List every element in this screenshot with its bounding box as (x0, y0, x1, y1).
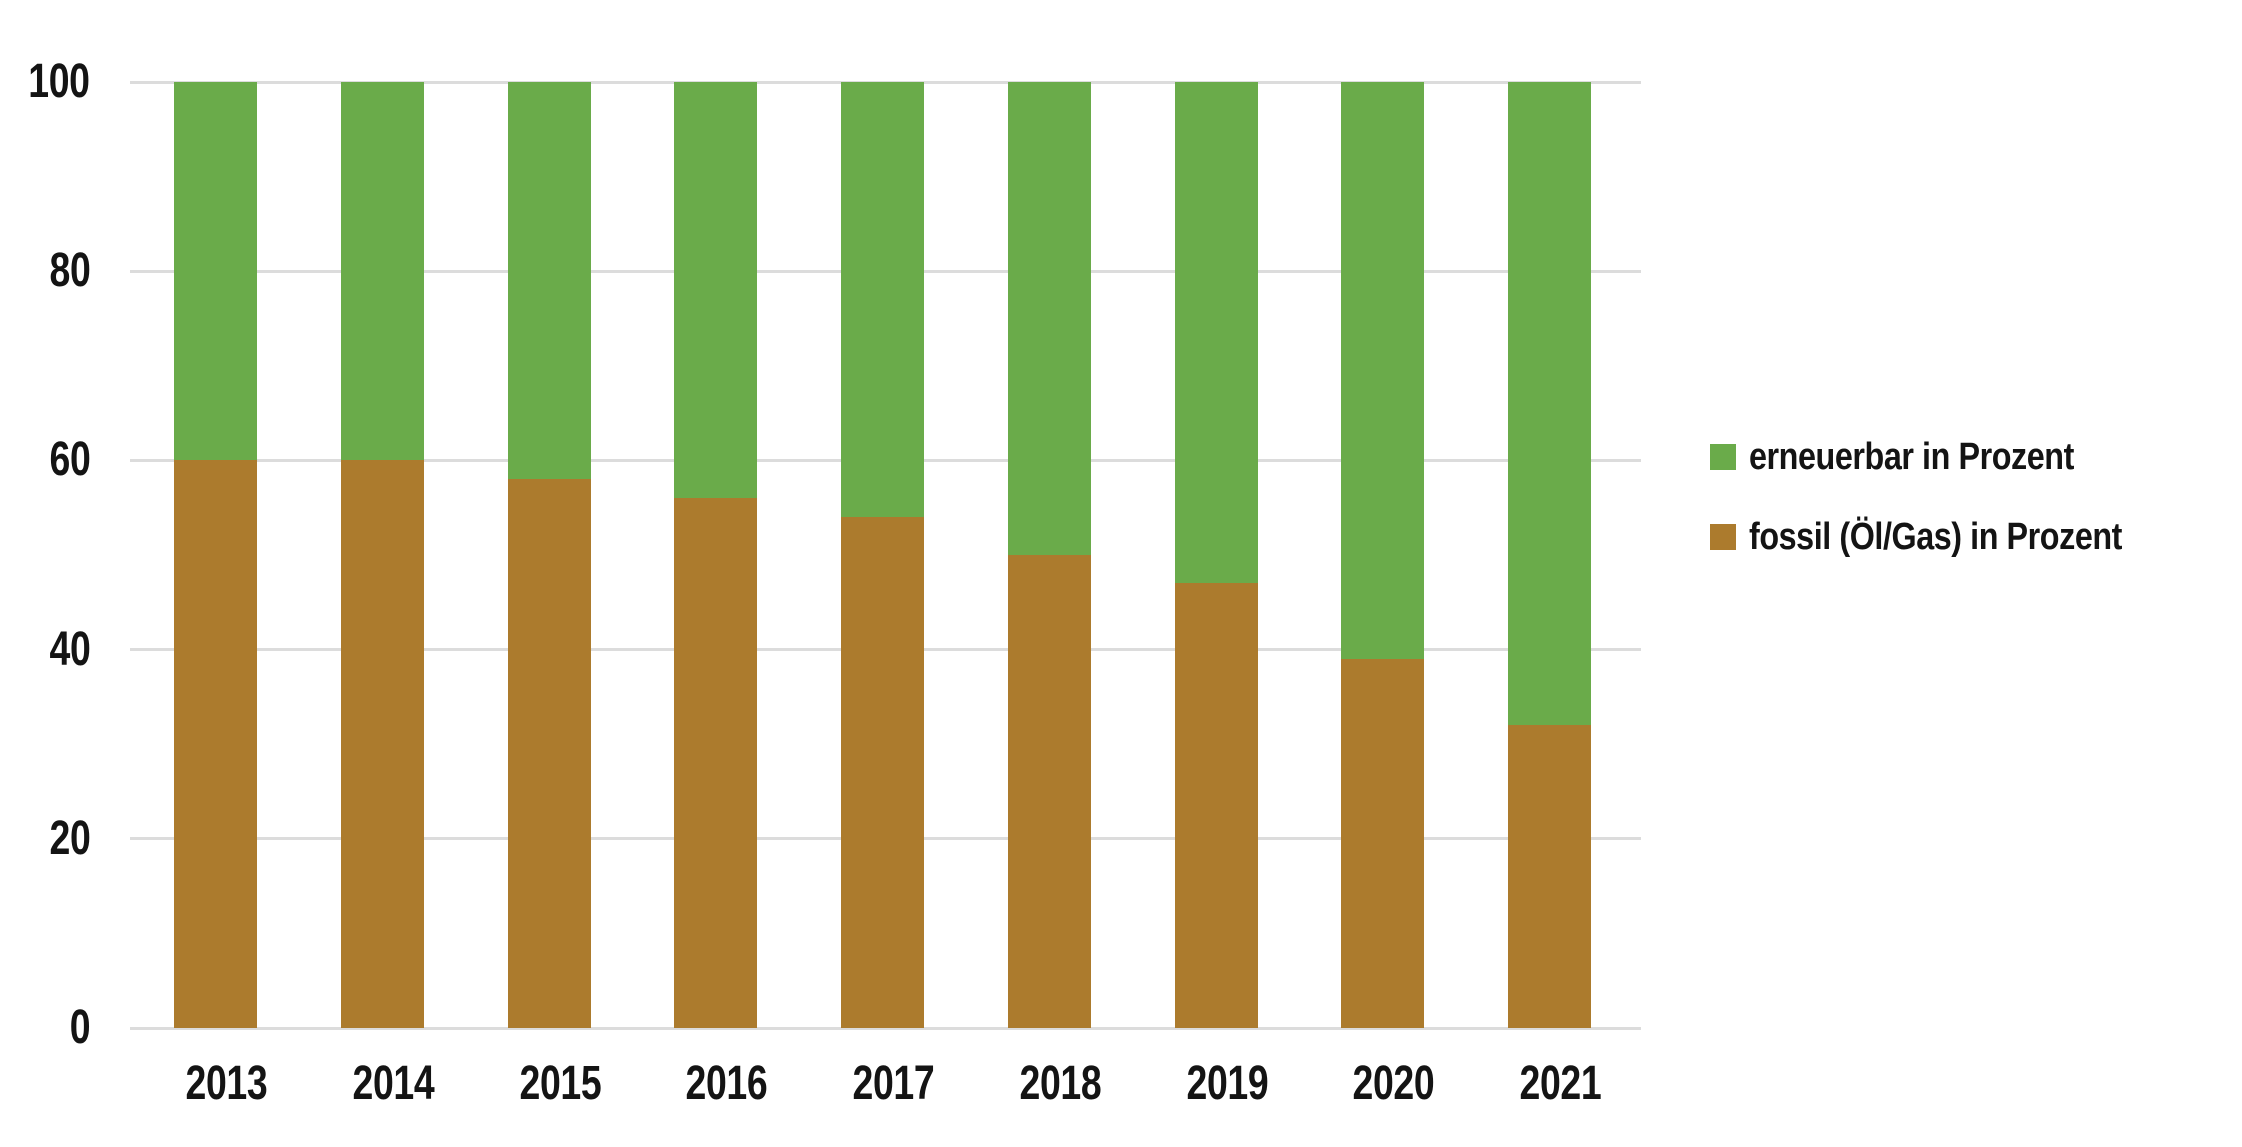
x-axis: 2013 2014 2015 2016 2017 2018 2019 2020 2021 (130, 1058, 1641, 1110)
bar-segment-2020 (1341, 659, 1425, 1028)
bar-segment-2014 (340, 82, 424, 461)
x-tick-label-2017: 2017 (852, 1057, 935, 1110)
bar-segment-2014 (340, 460, 424, 1028)
bar-segment-2021 (1508, 725, 1591, 1028)
bar-2021 (1508, 82, 1591, 1028)
bar-2019 (1174, 82, 1258, 1028)
bar-segment-2019 (1174, 82, 1258, 584)
bar-2018 (1007, 82, 1091, 1028)
y-tick-label-60: 60 (49, 433, 90, 487)
gridline-0 (130, 1026, 1641, 1030)
y-tick-label-100: 100 (28, 55, 91, 108)
y-tick-label-80: 80 (49, 244, 90, 298)
x-tick-label-2016: 2016 (685, 1057, 768, 1110)
bar-segment-2017 (841, 517, 924, 1028)
bar-segment-2021 (1508, 82, 1591, 726)
x-tick-label-2014: 2014 (352, 1057, 435, 1110)
x-tick-label-2021: 2021 (1519, 1057, 1602, 1110)
x-tick-label-2015: 2015 (519, 1057, 601, 1110)
legend-swatch-erneuerbar-icon (1710, 444, 1736, 470)
bar-2015 (507, 82, 591, 1028)
x-tick-label-2013: 2013 (185, 1057, 268, 1110)
x-tick-label-2018: 2018 (1019, 1057, 1102, 1110)
legend: erneuerbar in Prozent fossil (Öl/Gas) in… (1710, 433, 2188, 561)
bar-segment-2013 (174, 82, 257, 461)
bar-2013 (174, 82, 257, 1028)
legend-label-erneuerbar: erneuerbar in Prozent (1749, 435, 2074, 478)
bar-segment-2016 (674, 82, 758, 499)
bar-segment-2016 (674, 498, 758, 1028)
bar-segment-2015 (507, 479, 591, 1028)
y-tick-label-0: 0 (69, 1001, 91, 1054)
bars-container (130, 82, 1641, 1028)
x-tick-label-2019: 2019 (1186, 1057, 1268, 1110)
y-tick-label-40: 40 (49, 622, 90, 676)
bar-2014 (340, 82, 424, 1028)
y-tick-label-20: 20 (49, 811, 90, 865)
bar-segment-2018 (1007, 82, 1091, 555)
bar-segment-2013 (174, 460, 257, 1028)
legend-item-erneuerbar: erneuerbar in Prozent (1710, 433, 2188, 481)
y-axis: 0 20 40 60 80 100 (0, 58, 91, 1052)
bar-2017 (841, 82, 924, 1028)
bar-2016 (674, 82, 758, 1028)
plot-area (130, 80, 1641, 1030)
legend-swatch-fossil-icon (1710, 524, 1736, 550)
x-tick-label-2020: 2020 (1352, 1057, 1435, 1110)
legend-item-fossil: fossil (Öl/Gas) in Prozent (1710, 513, 2188, 561)
bar-segment-2020 (1341, 82, 1425, 660)
bar-segment-2015 (507, 82, 591, 480)
bar-2020 (1341, 82, 1425, 1028)
legend-label-fossil: fossil (Öl/Gas) in Prozent (1749, 515, 2123, 558)
bar-segment-2017 (841, 82, 924, 518)
bar-segment-2019 (1174, 583, 1258, 1028)
gridline-100 (130, 80, 1641, 84)
bar-segment-2018 (1007, 555, 1091, 1028)
